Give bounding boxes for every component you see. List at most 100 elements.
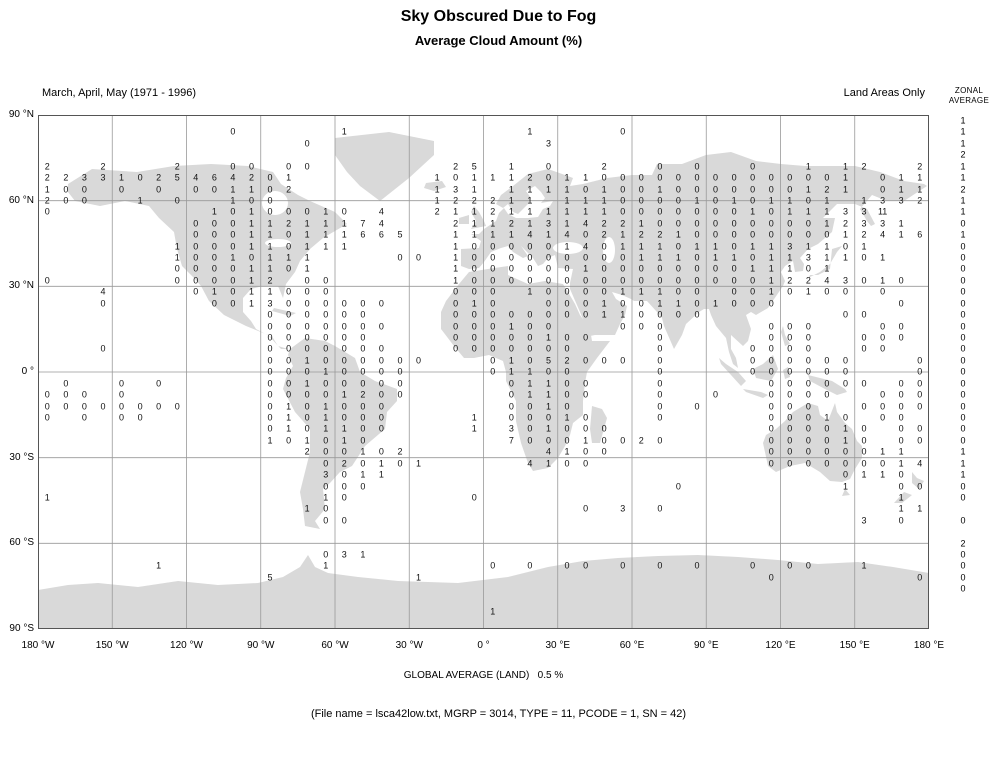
grid-cell-value: 0	[341, 298, 347, 309]
grid-cell-value: 1	[267, 252, 273, 263]
grid-cell-value: 0	[861, 378, 867, 389]
grid-cell-value: 0	[880, 184, 886, 195]
grid-cell-value: 0	[917, 366, 923, 377]
grid-cell-value: 0	[545, 161, 551, 172]
grid-cell-value: 1	[657, 298, 663, 309]
grid-cell-value: 0	[193, 263, 199, 274]
grid-cell-value: 2	[63, 172, 69, 183]
grid-cell-value: 0	[304, 401, 310, 412]
grid-cell-value: 1	[861, 241, 867, 252]
grid-cell-value: 0	[657, 195, 663, 206]
grid-cell-value: 0	[286, 241, 292, 252]
lon-axis-label: 60 °W	[321, 640, 349, 651]
grid-cell-value: 1	[842, 423, 848, 434]
grid-cell-value: 0	[601, 252, 607, 263]
grid-cell-value: 0	[193, 229, 199, 240]
grid-cell-value: 0	[286, 309, 292, 320]
grid-cell-value: 0	[583, 309, 589, 320]
grid-cell-value: 0	[193, 286, 199, 297]
grid-cell-value: 0	[824, 355, 830, 366]
grid-cell-value: 0	[768, 343, 774, 354]
grid-cell-value: 0	[768, 366, 774, 377]
grid-cell-value: 1	[341, 126, 347, 137]
grid-cell-value: 1	[453, 241, 459, 252]
zonal-average-value: 2	[960, 184, 966, 195]
grid-cell-value: 1	[713, 298, 719, 309]
grid-cell-value: 0	[805, 435, 811, 446]
grid-cell-value: 0	[657, 503, 663, 514]
grid-cell-value: 1	[323, 218, 329, 229]
grid-cell-value: 1	[508, 184, 514, 195]
grid-cell-value: 0	[694, 172, 700, 183]
grid-cell-value: 1	[638, 252, 644, 263]
grid-cell-value: 0	[341, 206, 347, 217]
grid-cell-value: 0	[880, 343, 886, 354]
grid-cell-value: 6	[360, 229, 366, 240]
grid-cell-value: 0	[545, 298, 551, 309]
grid-cell-value: 0	[248, 195, 254, 206]
grid-cell-value: 1	[787, 195, 793, 206]
grid-cell-value: 0	[527, 263, 533, 274]
grid-cell-value: 0	[174, 263, 180, 274]
grid-cell-value: 0	[508, 332, 514, 343]
grid-cell-value: 0	[805, 560, 811, 571]
grid-cell-value: 1	[638, 218, 644, 229]
grid-cell-value: 1	[768, 286, 774, 297]
grid-cell-value: 1	[508, 161, 514, 172]
zonal-average-value: 0	[960, 401, 966, 412]
grid-cell-value: 0	[750, 366, 756, 377]
grid-cell-value: 1	[323, 560, 329, 571]
grid-cell-value: 0	[471, 492, 477, 503]
grid-cell-value: 0	[842, 446, 848, 457]
grid-cell-value: 0	[360, 332, 366, 343]
grid-cell-value: 1	[434, 195, 440, 206]
lon-axis-label: 90 °E	[693, 640, 719, 651]
grid-cell-value: 3	[861, 218, 867, 229]
grid-cell-value: 0	[694, 309, 700, 320]
grid-cell-value: 0	[917, 481, 923, 491]
grid-cell-value: 0	[323, 321, 329, 332]
grid-cell-value: 0	[824, 378, 830, 389]
grid-cell-value: 0	[583, 446, 589, 457]
grid-cell-value: 1	[824, 263, 830, 274]
grid-cell-value: 0	[731, 206, 737, 217]
grid-cell-value: 1	[842, 172, 848, 183]
grid-cell-value: 1	[323, 206, 329, 217]
grid-cell-value: 1	[286, 401, 292, 412]
grid-cell-value: 0	[490, 366, 496, 377]
grid-cell-value: 0	[824, 286, 830, 297]
zonal-average-value: 1	[960, 172, 966, 183]
grid-cell-value: 1	[360, 469, 366, 480]
grid-cell-value: 6	[211, 172, 217, 183]
grid-cell-value: 0	[583, 503, 589, 514]
grid-cell-value: 0	[119, 378, 125, 389]
grid-cell-value: 0	[805, 332, 811, 343]
lat-axis-label: 60 °N	[8, 194, 34, 206]
grid-cell-value: 3	[787, 241, 793, 252]
grid-cell-value: 3	[842, 206, 848, 217]
grid-cell-value: 0	[768, 572, 774, 583]
grid-cell-value: 0	[378, 412, 384, 423]
grid-cell-value: 0	[508, 275, 514, 286]
grid-cell-value: 0	[508, 263, 514, 274]
grid-cell-value: 5	[397, 229, 403, 240]
caspian-sea	[603, 237, 615, 263]
grid-cell-value: 0	[323, 309, 329, 320]
grid-cell-value: 0	[768, 321, 774, 332]
grid-cell-value: 1	[675, 252, 681, 263]
grid-cell-value: 1	[341, 423, 347, 434]
grid-cell-value: 0	[304, 423, 310, 434]
grid-cell-value: 1	[861, 469, 867, 480]
grid-cell-value: 0	[304, 332, 310, 343]
island-cuba	[272, 308, 296, 316]
grid-cell-value: 1	[508, 366, 514, 377]
grid-cell-value: 0	[267, 195, 273, 206]
grid-cell-value: 0	[44, 206, 50, 217]
grid-cell-value: 0	[360, 298, 366, 309]
grid-cell-value: 0	[787, 229, 793, 240]
grid-cell-value: 0	[304, 206, 310, 217]
grid-cell-value: 1	[768, 252, 774, 263]
grid-cell-value: 2	[286, 218, 292, 229]
grid-cell-value: 1	[545, 389, 551, 400]
grid-cell-value: 0	[378, 389, 384, 400]
